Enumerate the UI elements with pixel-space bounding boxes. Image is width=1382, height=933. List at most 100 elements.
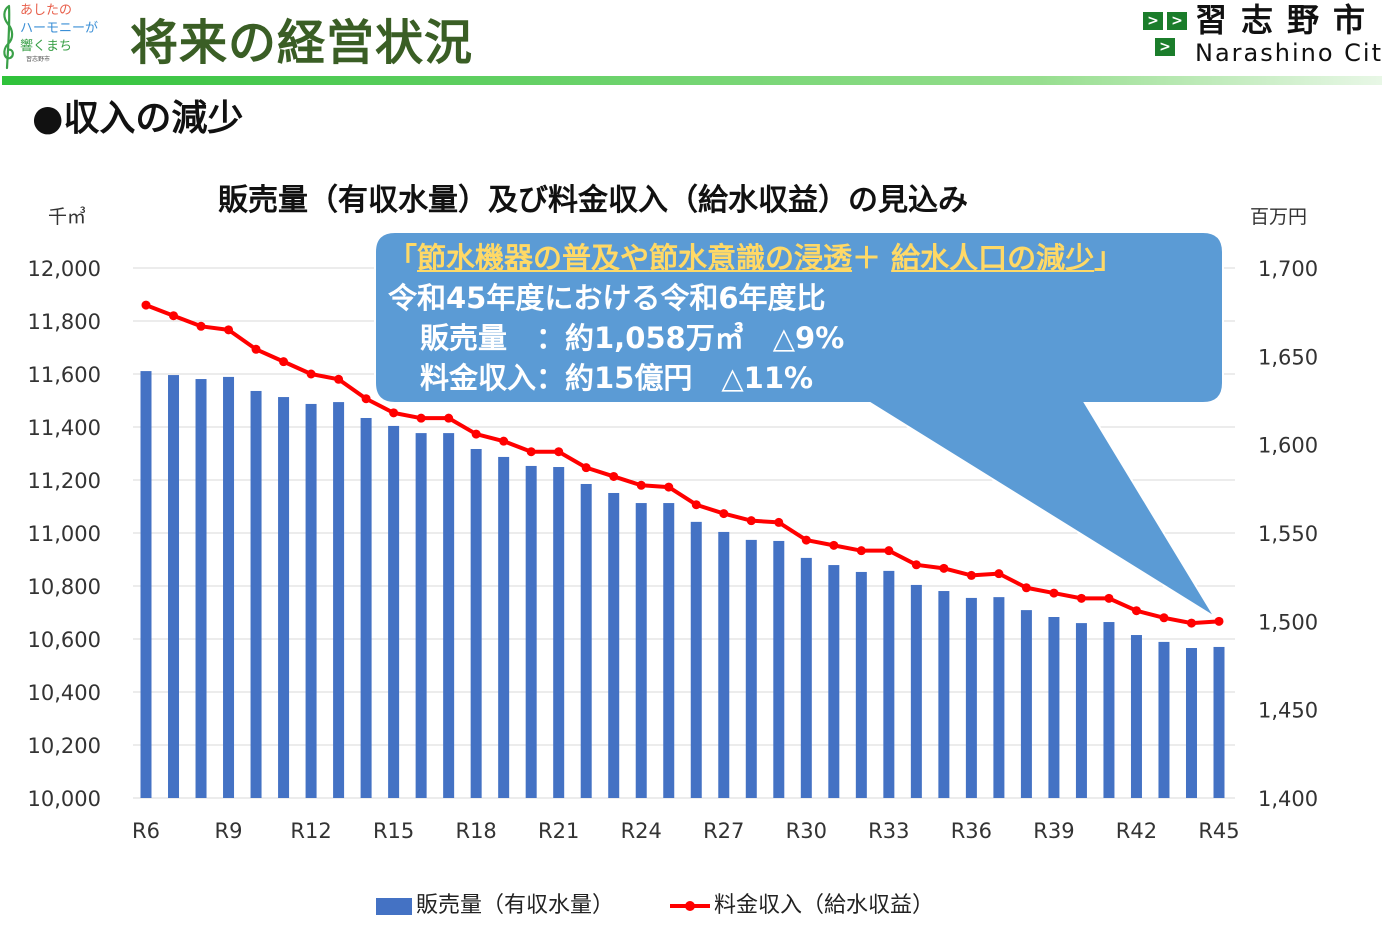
legend-line-swatch [670, 901, 711, 911]
bar [773, 540, 785, 798]
city-logo-icon: > > > [1143, 8, 1193, 60]
left-tick-label: 11,200 [28, 469, 101, 493]
line-point [609, 471, 619, 481]
bar [580, 483, 592, 798]
left-tick-label: 10,800 [28, 575, 101, 599]
logo-line: ハーモニーが [20, 21, 99, 36]
line-point [499, 436, 509, 446]
line-point [939, 563, 949, 573]
bar [1020, 610, 1032, 798]
line-point [554, 447, 564, 457]
x-tick-label: R30 [786, 819, 827, 843]
x-tick-label: R42 [1116, 819, 1157, 843]
callout-cause: 節水意識の浸透 [649, 241, 853, 275]
line-point [719, 509, 729, 519]
line-point [1214, 616, 1224, 626]
left-tick-label: 11,400 [28, 416, 101, 440]
right-tick-label: 1,650 [1258, 345, 1318, 369]
line-point [416, 413, 426, 423]
line-point [1049, 588, 1059, 598]
line-point [1131, 606, 1141, 616]
callout-cause: 給水人口の減少 [891, 241, 1095, 275]
callout-plus: ＋ [852, 241, 892, 275]
left-tick-label: 11,600 [28, 363, 101, 387]
legend-label-sales: 販売量（有収水量） [416, 893, 615, 918]
right-tick-label: 1,600 [1258, 434, 1318, 458]
header-divider [2, 76, 1382, 85]
x-tick-label: R24 [621, 819, 662, 843]
logo-line: あしたの [20, 3, 73, 18]
callout-text: 「節水機器の普及や節水意識の浸透＋ 給水人口の減少」 令和45年度における令和6… [388, 238, 1123, 398]
callout-revenue: 料金収入：約15億円 △11% [420, 361, 814, 395]
bar [1103, 622, 1115, 798]
chart-title: 販売量（有収水量）及び料金収入（給水収益）の見込み [218, 183, 968, 218]
legend-bar-swatch [376, 897, 412, 915]
bar [333, 402, 345, 798]
right-tick-label: 1,400 [1258, 787, 1318, 811]
line-point [471, 429, 481, 439]
bar [1185, 648, 1197, 798]
line-point [526, 447, 536, 457]
bar [278, 397, 290, 798]
left-tick-label: 10,000 [28, 787, 101, 811]
bar [360, 417, 372, 798]
bar [140, 371, 152, 798]
bar [1048, 617, 1060, 798]
bar [855, 571, 867, 798]
bar [553, 467, 565, 798]
line-point [856, 546, 866, 556]
bar [195, 379, 207, 798]
right-axis-unit: 百万円 [1250, 206, 1308, 228]
bar [965, 597, 977, 798]
bar [1213, 646, 1225, 798]
callout-bracket: 」 [1094, 241, 1124, 275]
callout-bracket: 「 [388, 241, 418, 275]
line-point [251, 344, 261, 354]
bar [470, 448, 482, 798]
line-point [966, 570, 976, 580]
line-point [306, 369, 316, 379]
section-heading: ●収入の減少 [32, 98, 244, 139]
line-point [746, 516, 756, 526]
x-tick-label: R39 [1033, 819, 1074, 843]
line-point [801, 535, 811, 545]
line-point [774, 517, 784, 527]
x-tick-label: R6 [132, 819, 160, 843]
right-tick-label: 1,450 [1258, 699, 1318, 723]
bar [250, 390, 262, 798]
line-point [691, 500, 701, 510]
x-tick-label: R12 [290, 819, 331, 843]
x-tick-label: R18 [455, 819, 496, 843]
bar [635, 503, 647, 798]
left-tick-label: 11,000 [28, 522, 101, 546]
left-tick-label: 10,400 [28, 681, 101, 705]
bar [690, 521, 702, 798]
slogan-logo: あしたの ハーモニーが 響くまち 習志野市 [20, 2, 98, 64]
bar [223, 376, 235, 798]
right-tick-label: 1,550 [1258, 522, 1318, 546]
line-point [884, 546, 894, 556]
bar [828, 565, 840, 798]
left-tick-label: 10,200 [28, 734, 101, 758]
left-axis-unit: 千㎥ [48, 206, 87, 228]
line-point [334, 374, 344, 384]
legend-label-revenue: 料金収入（給水収益） [714, 893, 935, 918]
bar [745, 539, 757, 798]
line-point [444, 413, 454, 423]
left-tick-label: 10,600 [28, 628, 101, 652]
left-tick-label: 11,800 [28, 310, 101, 334]
x-tick-label: R27 [703, 819, 744, 843]
line-point [169, 311, 179, 321]
line-point [664, 482, 674, 492]
x-tick-label: R21 [538, 819, 579, 843]
bar [525, 465, 537, 798]
treble-clef-logo-icon [3, 4, 14, 70]
bar [415, 433, 427, 798]
line-point [1159, 613, 1169, 623]
line-point [911, 560, 921, 570]
line-point [224, 325, 234, 335]
bar [718, 531, 730, 798]
callout-bubble [374, 231, 1224, 619]
bar [1130, 635, 1142, 798]
